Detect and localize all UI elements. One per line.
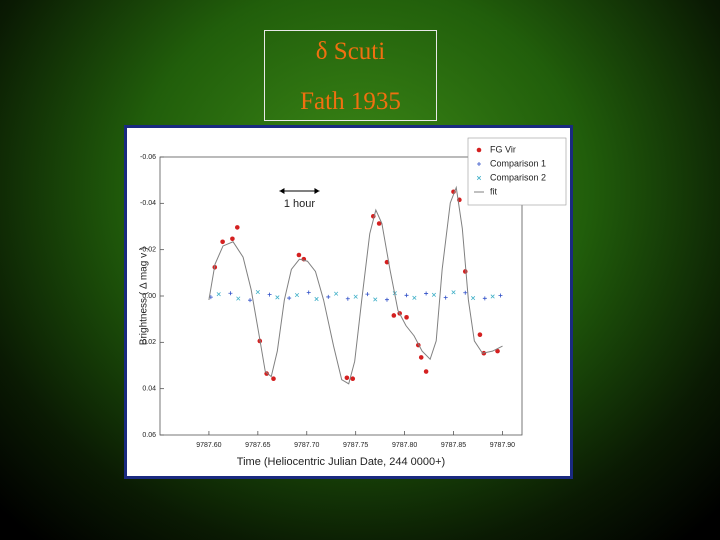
point: [275, 295, 280, 300]
point: [365, 292, 370, 297]
point: [334, 291, 339, 296]
arrow-head: [279, 188, 320, 194]
point: [470, 296, 476, 301]
point: [431, 292, 437, 297]
point: [404, 315, 409, 320]
point: [326, 294, 331, 299]
point: [306, 290, 311, 295]
point: [418, 355, 424, 360]
point: [228, 291, 233, 296]
legend-label: FG Vir: [490, 144, 516, 154]
legend-swatch: [476, 175, 482, 181]
point: [287, 296, 292, 301]
y-tick-label: -0.06: [140, 154, 156, 161]
point: [443, 295, 448, 300]
legend-label: Comparison 1: [490, 158, 546, 168]
legend-swatch: [477, 162, 481, 166]
x-axis-label: Time (Heliocentric Julian Date, 244 0000…: [237, 456, 445, 468]
slide-subtitle: Fath 1935: [300, 88, 401, 115]
legend-swatch: [476, 147, 482, 153]
point: [404, 293, 409, 298]
point: [234, 225, 240, 230]
point: [391, 313, 397, 318]
point: [314, 296, 319, 302]
title-box: δ Scuti Fath 1935: [264, 30, 437, 121]
point: [345, 296, 350, 301]
fit-line: [208, 185, 503, 385]
point: [220, 239, 225, 245]
y-tick-label: -0.02: [140, 247, 156, 254]
point: [477, 332, 483, 337]
x-tick-label: 9787.80: [392, 442, 417, 449]
x-tick-label: 9787.70: [294, 442, 319, 449]
point: [424, 291, 429, 296]
x-tick-label: 9787.75: [343, 442, 368, 449]
point: [264, 371, 269, 376]
point: [463, 290, 468, 295]
x-tick-label: 9787.65: [245, 442, 270, 449]
point: [353, 294, 358, 299]
annotation: 1 hour: [284, 198, 316, 210]
point: [412, 295, 417, 300]
point: [373, 297, 378, 302]
slide-title: δ Scuti: [315, 38, 386, 65]
chart: Brightness ( Δ mag v ) Time (Heliocentri…: [124, 125, 573, 479]
point: [294, 292, 300, 298]
point: [255, 289, 260, 295]
y-tick-label: -0.04: [140, 200, 156, 207]
point: [495, 348, 500, 354]
point: [230, 236, 235, 242]
point: [216, 292, 221, 297]
point: [482, 296, 487, 301]
point: [462, 269, 468, 274]
point: [350, 376, 356, 382]
y-tick-label: 0.02: [142, 339, 156, 346]
point: [296, 252, 302, 258]
y-tick-label: 0.04: [142, 386, 156, 393]
x-tick-label: 9787.60: [196, 442, 221, 449]
point: [490, 294, 495, 299]
y-axis-label: Brightness ( Δ mag v ): [139, 247, 150, 345]
y-tick-label: 0.06: [142, 432, 156, 439]
point: [344, 375, 350, 381]
point: [236, 296, 241, 301]
point: [498, 293, 503, 298]
point: [451, 290, 456, 295]
point: [423, 369, 429, 374]
point: [384, 297, 389, 302]
x-tick-label: 9787.85: [441, 442, 466, 449]
legend-label: Comparison 2: [490, 172, 546, 182]
x-tick-label: 9787.90: [490, 442, 515, 449]
y-tick-label: 0.00: [142, 293, 156, 300]
point: [376, 221, 382, 226]
legend-label: fit: [490, 186, 498, 196]
legend-box: [467, 137, 567, 206]
point: [271, 376, 276, 382]
point: [267, 292, 272, 297]
point: [248, 298, 253, 303]
